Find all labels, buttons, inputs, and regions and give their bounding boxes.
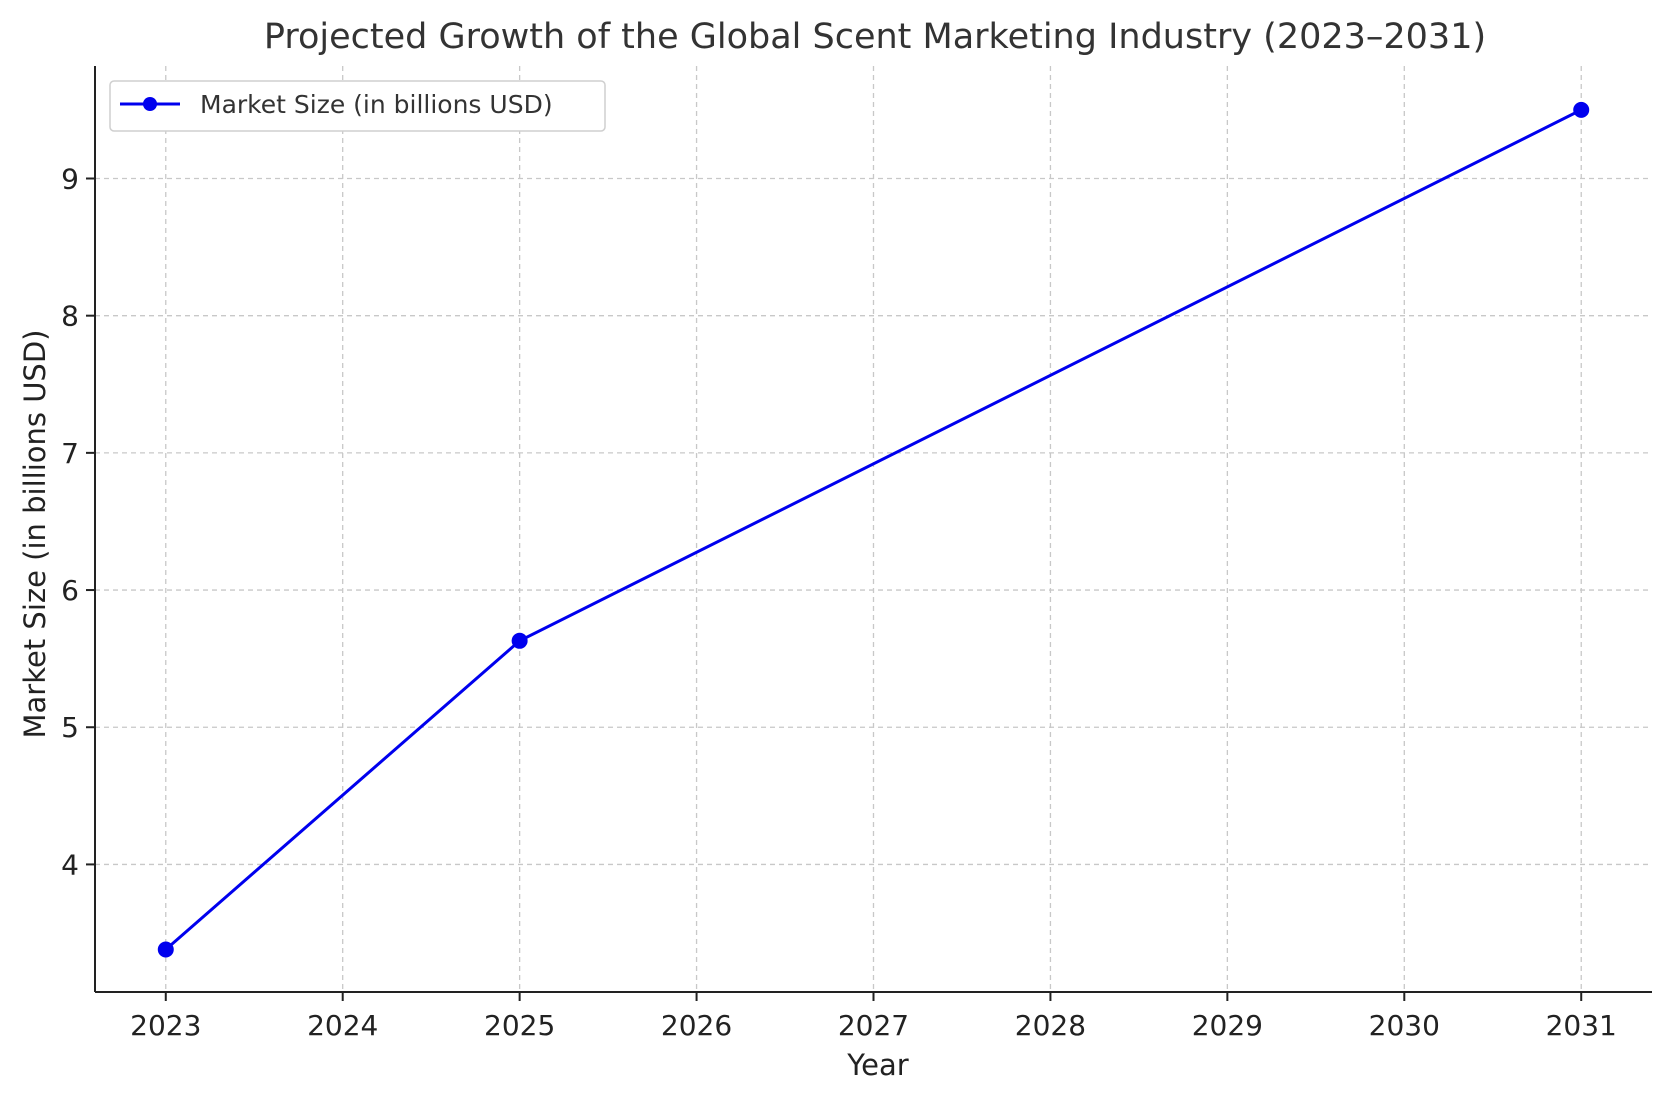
legend: Market Size (in billions USD)	[109, 80, 606, 132]
x-tick-label-2030: 2030	[1369, 1009, 1440, 1042]
y-tick-label-7: 7	[61, 437, 79, 470]
chart-title: Projected Growth of the Global Scent Mar…	[264, 17, 1486, 57]
ticks: 2023 2024 2025 2026 2027 2028 2029 2030 2031 4 5 6 7…	[61, 162, 1617, 1042]
legend-marker-swatch	[143, 97, 157, 111]
y-tick-label-6: 6	[61, 574, 79, 607]
y-axis-label: Market Size (in billions USD)	[18, 330, 52, 739]
series-layer	[157, 101, 1590, 958]
x-tick-label-2029: 2029	[1192, 1009, 1263, 1042]
legend-box	[109, 80, 606, 132]
x-axis-label: Year	[846, 1048, 908, 1082]
legend-label: Market Size (in billions USD)	[200, 90, 553, 119]
x-tick-label-2031: 2031	[1546, 1009, 1617, 1042]
x-tick-label-2024: 2024	[307, 1009, 378, 1042]
y-tick-label-8: 8	[61, 300, 79, 333]
data-point-2031	[1573, 101, 1590, 118]
x-tick-label-2027: 2027	[838, 1009, 909, 1042]
y-tick-label-4: 4	[61, 848, 79, 881]
grid	[95, 66, 1652, 992]
y-tick-label-9: 9	[61, 162, 79, 195]
x-tick-label-2026: 2026	[661, 1009, 732, 1042]
x-tick-label-2025: 2025	[484, 1009, 555, 1042]
y-tick-label-5: 5	[61, 711, 79, 744]
x-tick-label-2028: 2028	[1015, 1009, 1086, 1042]
data-point-2025	[511, 632, 528, 649]
data-point-2023	[157, 941, 174, 958]
x-tick-label-2023: 2023	[130, 1009, 201, 1042]
